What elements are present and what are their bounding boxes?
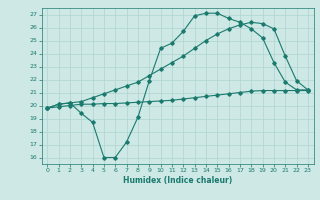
X-axis label: Humidex (Indice chaleur): Humidex (Indice chaleur) <box>123 176 232 185</box>
